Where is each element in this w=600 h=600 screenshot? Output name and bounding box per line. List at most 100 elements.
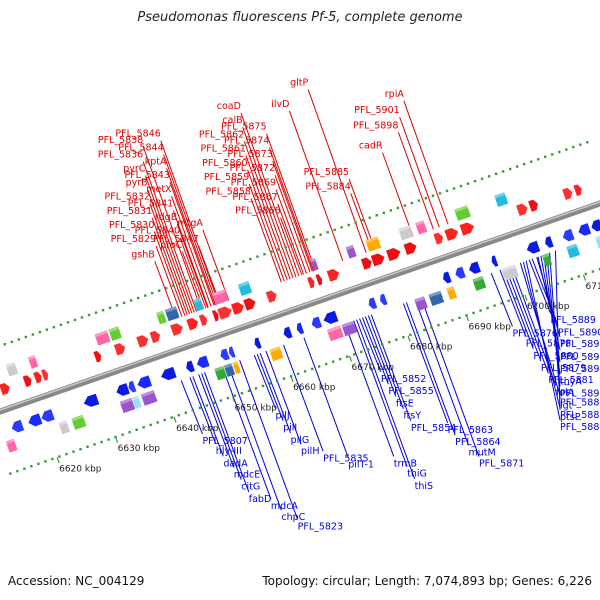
- forward-gene-label[interactable]: PFL_5901: [354, 105, 399, 116]
- forward-label-connector: [248, 183, 285, 282]
- upper-scale-dot: [143, 294, 147, 297]
- reverse-gene-label[interactable]: PFL_5892: [560, 339, 600, 350]
- reverse-gene-label[interactable]: PFL_5886: [560, 398, 600, 409]
- reverse-gene-label[interactable]: PFL_5864: [455, 437, 500, 448]
- reverse-gene-label[interactable]: pilH: [301, 446, 319, 457]
- forward-cog-block: [27, 355, 39, 369]
- reverse-gene-label[interactable]: mutM: [469, 447, 496, 458]
- reverse-gene-label[interactable]: PFL_5897: [560, 388, 600, 399]
- forward-gene-label[interactable]: PFL_5861: [201, 144, 246, 155]
- lower-scale-dot: [240, 392, 244, 395]
- forward-gene-label[interactable]: PFL_5867: [232, 192, 277, 203]
- forward-gene-label[interactable]: PFL_5858: [206, 186, 251, 197]
- forward-gene-label[interactable]: pyrB: [126, 178, 148, 189]
- forward-gene-label[interactable]: coaD: [217, 101, 241, 112]
- reverse-gene-label[interactable]: PFL_5878: [526, 339, 571, 350]
- forward-gene-label[interactable]: PFL_5846: [115, 129, 160, 140]
- reverse-gene-label[interactable]: ftsE: [396, 398, 414, 409]
- forward-gene-label[interactable]: PFL_5872: [230, 163, 275, 174]
- reverse-gene-label[interactable]: PFL_5894: [560, 364, 600, 375]
- forward-gene-label[interactable]: cadR: [359, 141, 383, 152]
- forward-gene-label[interactable]: PFL_5875: [221, 122, 266, 133]
- forward-gene-label[interactable]: PFL_5838: [98, 135, 143, 146]
- forward-gene-label[interactable]: PFL_5862: [199, 129, 244, 140]
- forward-gene-label[interactable]: mtgA: [177, 218, 203, 229]
- forward-label-connector: [307, 89, 367, 253]
- forward-gene-label[interactable]: PFL_5841: [128, 198, 173, 209]
- reverse-gene-label[interactable]: pilJ: [276, 411, 290, 422]
- reverse-gene-label[interactable]: PFL_5888: [560, 422, 600, 433]
- forward-gene-label[interactable]: PFL_5898: [353, 120, 398, 131]
- reverse-gene-label[interactable]: PFL_5871: [479, 459, 524, 470]
- reverse-gene-label[interactable]: PFL_5835: [323, 453, 368, 464]
- reverse-gene-label[interactable]: PFL_5854: [411, 423, 456, 434]
- reverse-gene-label[interactable]: PFL_5823: [298, 521, 343, 532]
- reverse-gene-label[interactable]: ftsY: [403, 411, 421, 422]
- reverse-gene-label[interactable]: hly-III: [216, 446, 242, 457]
- forward-gene-label[interactable]: kptA: [145, 156, 167, 167]
- forward-gene-label[interactable]: pyrC: [123, 164, 146, 175]
- reverse-gene-label[interactable]: PFL_5891: [560, 352, 600, 363]
- upper-scale-dot: [94, 311, 98, 314]
- reverse-gene-label[interactable]: PFL_5879: [541, 363, 586, 374]
- reverse-gene-label[interactable]: PFL_5863: [448, 425, 493, 436]
- forward-gene-label[interactable]: gshB: [131, 249, 155, 260]
- forward-gene-label[interactable]: gltP: [290, 78, 308, 89]
- reverse-gene-label[interactable]: chpC: [281, 512, 305, 523]
- reverse-label-connector: [265, 350, 302, 445]
- forward-label-connector: [266, 133, 316, 271]
- reverse-gene-label[interactable]: pilG: [291, 435, 310, 446]
- reverse-gene-label[interactable]: citG: [241, 482, 260, 493]
- reverse-gene-label[interactable]: folA: [556, 387, 575, 398]
- forward-gene-label[interactable]: PFL_5874: [224, 135, 269, 146]
- forward-gene-label[interactable]: PFL_5832: [105, 192, 150, 203]
- forward-gene-label[interactable]: PFL_5844: [118, 143, 163, 154]
- reverse-gene-label[interactable]: fabD: [249, 494, 272, 505]
- reverse-gene-label[interactable]: lgt: [560, 401, 573, 412]
- reverse-gene-label[interactable]: PFL_5852: [381, 374, 426, 385]
- forward-gene-label[interactable]: PFL_5859: [204, 172, 249, 183]
- forward-gene-label[interactable]: PFL_5840: [135, 226, 180, 237]
- reverse-gene-label[interactable]: thiS: [415, 481, 433, 492]
- forward-gene-label[interactable]: PFL_5869: [231, 178, 276, 189]
- reverse-cog-block: [541, 253, 553, 267]
- forward-gene-label[interactable]: PFL_5847: [153, 234, 198, 245]
- forward-gene-label[interactable]: PFL_5836: [98, 150, 143, 161]
- reverse-gene-label[interactable]: mdcE: [234, 469, 261, 480]
- forward-gene-label[interactable]: rdgB: [155, 212, 177, 223]
- reverse-gene-label[interactable]: PFL_5890: [558, 327, 600, 338]
- forward-gene-label[interactable]: PFL_5860: [202, 158, 247, 169]
- reverse-gene-label[interactable]: thiG: [407, 469, 427, 480]
- forward-gene-label[interactable]: PFL_5884: [305, 181, 350, 192]
- reverse-gene-label[interactable]: PFL_5876: [512, 328, 557, 339]
- reverse-gene-label[interactable]: dadA: [223, 458, 248, 469]
- forward-gene-label[interactable]: metX: [146, 184, 172, 195]
- reverse-gene-label[interactable]: trmB: [394, 458, 417, 469]
- reverse-gene-label[interactable]: PFL_5887: [560, 410, 600, 421]
- forward-label-connector: [397, 132, 434, 230]
- reverse-gene-label[interactable]: PFL_5889: [550, 315, 595, 326]
- reverse-gene-label[interactable]: PFL_5807: [202, 436, 247, 447]
- forward-gene-label[interactable]: calB: [222, 115, 242, 126]
- forward-gene-label[interactable]: ilvD: [271, 99, 289, 110]
- reverse-gene-label[interactable]: ptsP: [560, 412, 581, 423]
- reverse-gene-label[interactable]: PFL_5880: [533, 351, 578, 362]
- reverse-gene-label[interactable]: thyA: [560, 376, 582, 387]
- forward-cog-block: [108, 326, 122, 341]
- reverse-gene-label[interactable]: PFL_5881: [548, 375, 593, 386]
- forward-gene-label[interactable]: PFL_5866: [235, 206, 280, 217]
- forward-gene-label[interactable]: PFL_5843: [124, 170, 169, 181]
- forward-gene-label[interactable]: PFL_5831: [107, 206, 152, 217]
- forward-gene-label[interactable]: proC: [160, 240, 183, 251]
- forward-label-connector: [153, 231, 186, 316]
- forward-gene-label[interactable]: PFL_5829: [111, 234, 156, 245]
- forward-gene-label[interactable]: PFL_5830: [109, 220, 154, 231]
- forward-gene-label[interactable]: PFL_5873: [227, 149, 272, 160]
- forward-gene-label[interactable]: rpiA: [385, 89, 405, 100]
- reverse-gene-label[interactable]: mdcA: [271, 501, 299, 512]
- reverse-gene-label[interactable]: pilT-1: [348, 459, 374, 470]
- forward-gene-label[interactable]: PFL_5885: [304, 167, 349, 178]
- reverse-gene-label[interactable]: pilI: [283, 423, 297, 434]
- lower-scale-dot: [142, 426, 145, 429]
- reverse-gene-label[interactable]: PFL_5855: [388, 386, 433, 397]
